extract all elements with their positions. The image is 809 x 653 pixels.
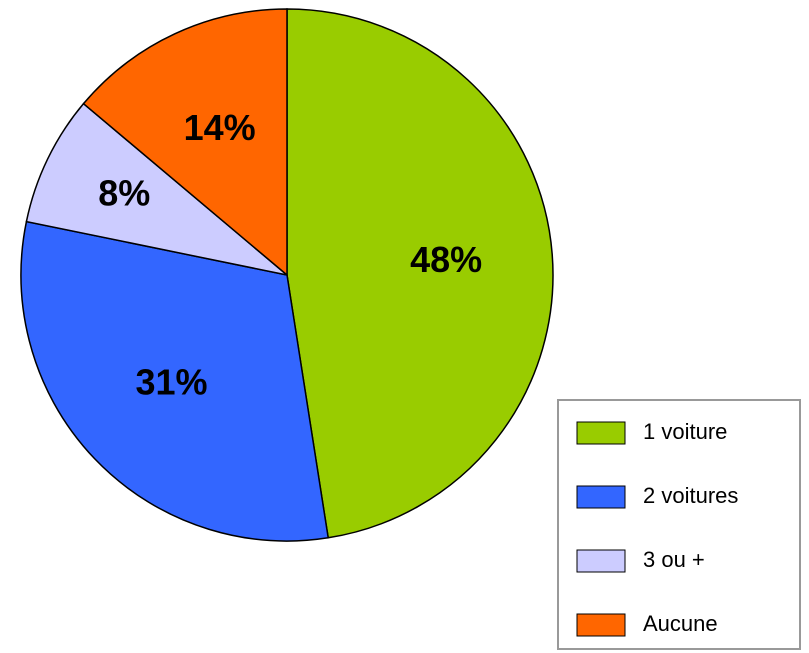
legend-label: 3 ou + [643,547,705,572]
legend-label: 2 voitures [643,483,738,508]
pie-slice [286,8,554,539]
pie-slice [20,220,330,542]
data-label: 8% [98,173,150,214]
legend-swatch [576,549,626,573]
legend-swatch [576,613,626,637]
legend-swatch [576,421,626,445]
data-label: 48% [410,239,482,280]
pie-slice [25,102,288,276]
legend-label: Aucune [643,611,718,636]
legend-label: 1 voiture [643,419,727,444]
data-label: 31% [136,362,208,403]
pie-slice [82,8,288,277]
legend-swatch [576,485,626,509]
data-label: 14% [184,107,256,148]
